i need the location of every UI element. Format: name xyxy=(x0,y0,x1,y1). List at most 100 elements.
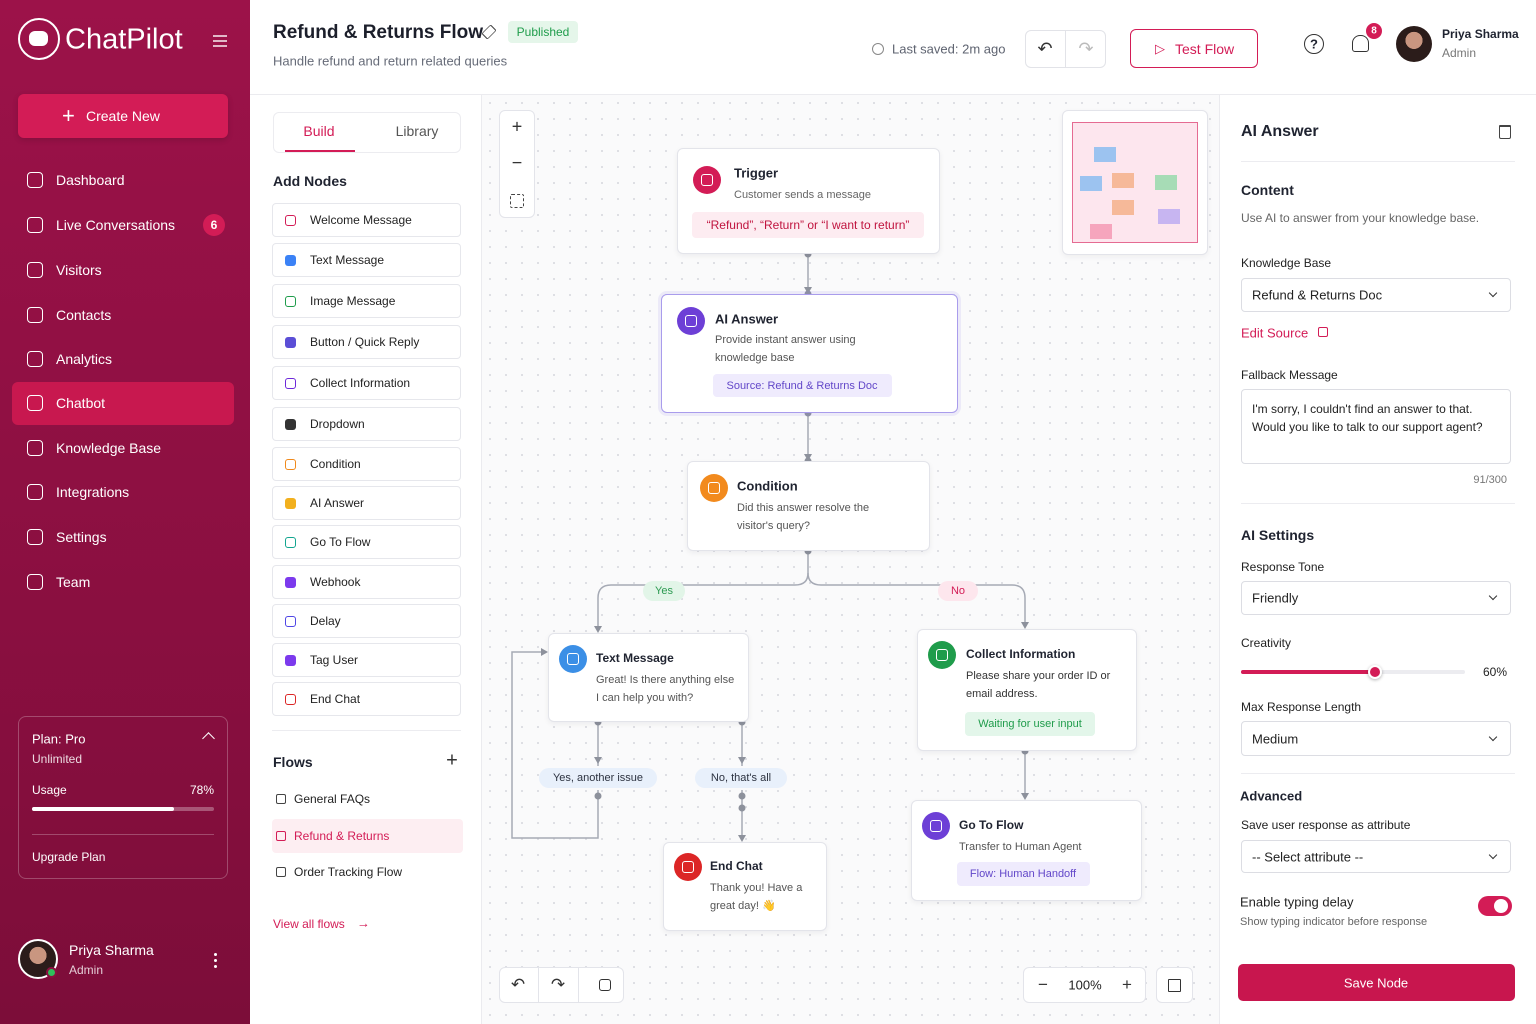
zoom-out-button[interactable]: − xyxy=(511,152,523,173)
section-title: Advanced xyxy=(1240,788,1303,804)
user-menu-dot[interactable] xyxy=(214,953,217,956)
history-button[interactable] xyxy=(599,979,611,991)
node-type-label[interactable]: Dropdown xyxy=(310,417,365,431)
node-type-label[interactable]: Condition xyxy=(310,457,361,471)
fallback-textarea[interactable] xyxy=(1241,389,1511,464)
node-description: Great! Is there anything else I can help… xyxy=(596,674,735,704)
edge-label-text: Yes, another issue xyxy=(552,772,644,784)
node-type-label[interactable]: Collect Information xyxy=(310,376,411,390)
redo-button[interactable]: ↷ xyxy=(1078,38,1094,59)
create-button-label[interactable]: Create New xyxy=(86,108,160,124)
nav-icon xyxy=(27,395,43,411)
tab-active-underline xyxy=(285,150,355,152)
select-value[interactable]: -- Select attribute -- xyxy=(1252,849,1364,864)
nav-item[interactable]: Contacts xyxy=(56,307,112,323)
flow-node[interactable] xyxy=(687,461,930,551)
nav-item[interactable]: Settings xyxy=(56,529,107,545)
fullscreen-button[interactable] xyxy=(1156,967,1193,1003)
node-type-label[interactable]: Welcome Message xyxy=(310,213,412,227)
help-icon[interactable] xyxy=(1304,34,1324,54)
field-label: Creativity xyxy=(1241,636,1292,650)
node-type-item[interactable] xyxy=(272,682,461,716)
tab-build[interactable]: Build xyxy=(303,123,335,139)
view-all-flows[interactable]: View all flows xyxy=(273,917,345,931)
undo-button[interactable]: ↶ xyxy=(1037,38,1053,59)
node-type-item[interactable] xyxy=(272,565,461,599)
nav-item[interactable]: Knowledge Base xyxy=(56,440,162,456)
node-icon xyxy=(922,812,950,840)
canvas-undo-button[interactable]: ↶ xyxy=(510,975,526,994)
save-node-label[interactable]: Save Node xyxy=(1343,975,1409,991)
slider-thumb[interactable] xyxy=(1368,665,1383,679)
node-type-item[interactable] xyxy=(272,447,461,481)
logo-face xyxy=(29,31,48,46)
nav-item[interactable]: Dashboard xyxy=(56,172,125,188)
add-flow-button[interactable]: + xyxy=(446,749,458,772)
zoom-in-button[interactable]: + xyxy=(511,116,523,137)
flow-item[interactable]: Order Tracking Flow xyxy=(294,865,403,879)
node-type-label[interactable]: Tag User xyxy=(310,653,359,667)
node-type-label[interactable]: Image Message xyxy=(310,294,396,308)
zoom-minus[interactable]: − xyxy=(1038,975,1048,994)
node-type-label[interactable]: Go To Flow xyxy=(310,535,371,549)
nav-item[interactable]: Live Conversations xyxy=(56,217,176,233)
flow-node[interactable] xyxy=(677,148,940,254)
fit-view-button[interactable] xyxy=(510,194,524,208)
node-type-label[interactable]: Webhook xyxy=(310,575,361,589)
node-type-item[interactable] xyxy=(272,525,461,559)
nav-item[interactable]: Visitors xyxy=(56,262,102,278)
save-node-button[interactable] xyxy=(1238,964,1515,1001)
node-type-label[interactable]: AI Answer xyxy=(310,496,365,510)
node-type-label[interactable]: Button / Quick Reply xyxy=(310,335,420,349)
node-description: Transfer to Human Agent xyxy=(959,841,1082,853)
select-value[interactable]: Friendly xyxy=(1252,590,1299,606)
notification-icon[interactable] xyxy=(1352,35,1369,52)
upgrade-plan-link[interactable]: Upgrade Plan xyxy=(32,850,106,864)
nav-item[interactable]: Chatbot xyxy=(56,395,106,411)
delete-node-button[interactable] xyxy=(1499,125,1511,139)
node-type-label[interactable]: End Chat xyxy=(310,692,361,706)
tab-library[interactable]: Library xyxy=(395,123,439,139)
node-type-item[interactable] xyxy=(272,284,461,318)
flows-title: Flows xyxy=(273,754,313,770)
test-flow-label[interactable]: Test Flow xyxy=(1175,41,1235,57)
node-type-icon xyxy=(284,693,296,705)
node-type-item[interactable] xyxy=(272,243,461,277)
zoom-plus[interactable]: + xyxy=(1122,975,1132,994)
select-field[interactable] xyxy=(1241,721,1511,756)
node-type-item[interactable] xyxy=(272,325,461,359)
node-description: Thank you! Have a great day! 👋 xyxy=(710,882,803,912)
node-icon-glyph xyxy=(936,649,948,661)
select-value[interactable]: Refund & Returns Doc xyxy=(1252,287,1383,303)
create-button[interactable] xyxy=(18,94,228,138)
node-type-label[interactable]: Text Message xyxy=(310,253,385,267)
node-tag-label: Source: Refund & Returns Doc xyxy=(726,380,878,392)
nav-item[interactable]: Integrations xyxy=(56,484,130,500)
flow-item[interactable]: General FAQs xyxy=(294,792,371,806)
flow-item[interactable]: Refund & Returns xyxy=(294,829,390,843)
nav-item[interactable]: Team xyxy=(56,574,91,590)
select-field[interactable] xyxy=(1241,840,1511,873)
node-type-item[interactable] xyxy=(272,203,461,237)
nav-item[interactable]: Analytics xyxy=(56,351,113,367)
test-flow-button[interactable] xyxy=(1130,29,1258,68)
flows-divider xyxy=(272,730,461,731)
edit-source-link[interactable]: Edit Source xyxy=(1241,325,1309,341)
node-type-item[interactable] xyxy=(272,604,461,638)
minimap-node xyxy=(1094,147,1116,162)
inspector-title: AI Answer xyxy=(1241,123,1319,140)
node-type-label[interactable]: Delay xyxy=(310,614,341,628)
node-type-item[interactable] xyxy=(272,366,461,400)
select-field[interactable] xyxy=(1241,581,1511,615)
select-value[interactable]: Medium xyxy=(1252,731,1299,746)
node-icon xyxy=(674,853,702,881)
node-type-item[interactable] xyxy=(272,407,461,441)
select-field[interactable] xyxy=(1241,278,1511,312)
node-type-item[interactable] xyxy=(272,486,461,520)
node-type-item[interactable] xyxy=(272,643,461,677)
inspector-divider-line xyxy=(1241,773,1515,774)
edit-title-icon[interactable] xyxy=(481,24,497,40)
canvas-redo-button[interactable]: ↷ xyxy=(550,975,566,994)
node-tag-label: “Refund”, “Return” or “I want to return” xyxy=(706,218,910,232)
history-tools xyxy=(499,967,624,1003)
